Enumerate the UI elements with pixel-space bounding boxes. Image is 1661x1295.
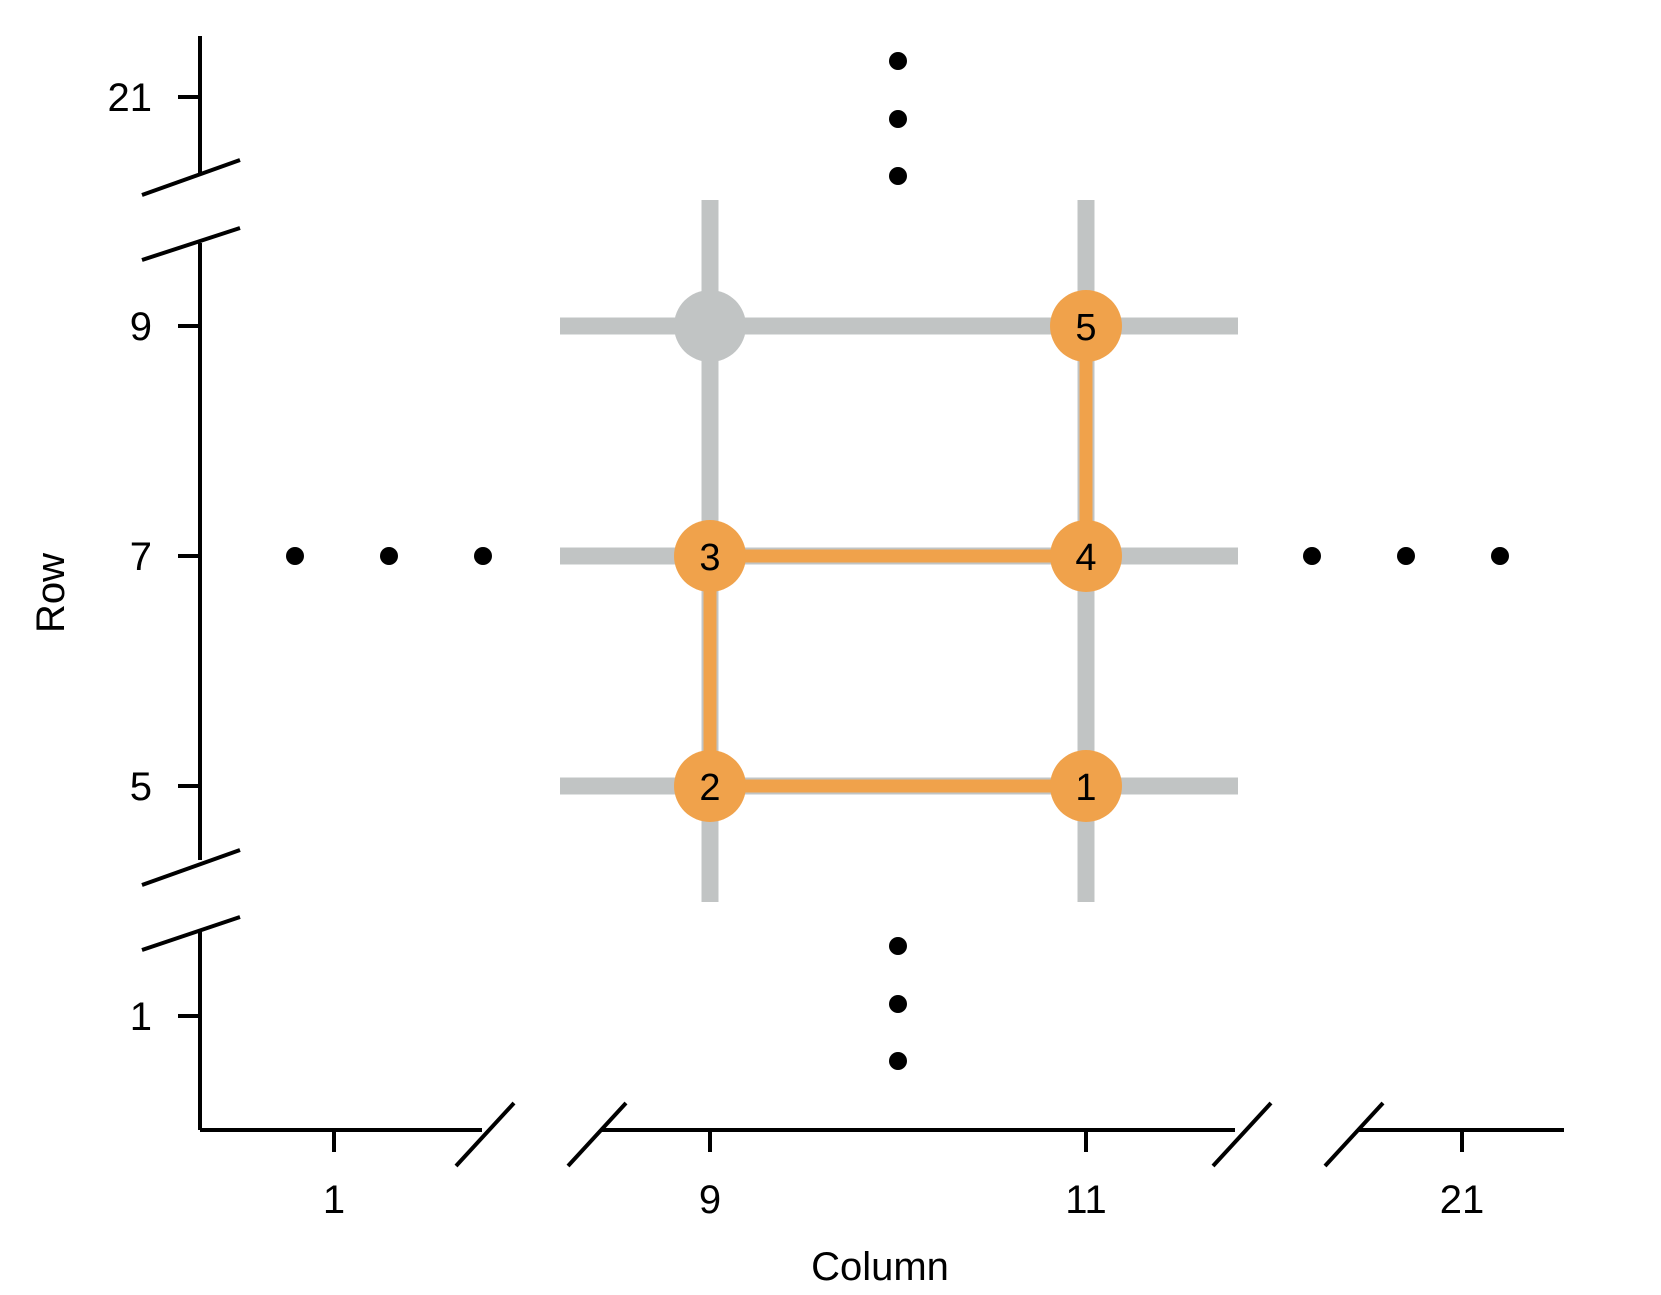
y-tick-label-9: 9 (130, 305, 152, 349)
path-node-5 (1050, 290, 1122, 362)
x-tick-label-11: 11 (1065, 1178, 1107, 1222)
path-node-label-1: 1 (1075, 767, 1096, 809)
path-node-label-5: 5 (1075, 307, 1096, 349)
path-node-3 (674, 520, 746, 592)
path-node-label-3: 3 (699, 537, 720, 579)
ellipsis-dot-left-1 (286, 547, 304, 565)
x-tick-label-9: 9 (699, 1178, 721, 1222)
ellipsis-dot-right-3 (1491, 547, 1509, 565)
x-axis-break-mark-1 (454, 1101, 516, 1168)
ellipsis-dot-right-1 (1303, 547, 1321, 565)
x-tick-label-1: 1 (323, 1178, 345, 1222)
y-tick-label-7: 7 (130, 535, 152, 579)
ellipsis-dot-up-2 (889, 110, 907, 128)
x-axis-break-mark-3 (1211, 1101, 1273, 1168)
x-axis-break-mark-2 (566, 1101, 628, 1168)
path-node-4 (1050, 520, 1122, 592)
path-node-label-4: 4 (1075, 537, 1096, 579)
y-tick-label-1: 1 (130, 995, 152, 1039)
y-axis-break-mark-4 (141, 915, 241, 952)
path-node-label-2: 2 (699, 767, 720, 809)
y-axis-break-mark-2 (141, 226, 241, 262)
x-axis-title: Column (811, 1245, 949, 1289)
y-axis-break-mark-3 (141, 848, 241, 887)
unvisited-node-1 (674, 290, 746, 362)
x-tick-label-21: 21 (1440, 1178, 1485, 1222)
ellipsis-dot-up-1 (889, 52, 907, 70)
y-tick-label-21: 21 (108, 76, 153, 120)
ellipsis-dot-left-2 (380, 547, 398, 565)
ellipsis-dot-up-3 (889, 167, 907, 185)
y-axis-break-mark-1 (141, 158, 241, 197)
ellipsis-dot-right-2 (1397, 547, 1415, 565)
x-axis-break-mark-4 (1323, 1101, 1385, 1168)
ellipsis-dot-down-1 (889, 937, 907, 955)
nodes: 1 2 3 4 5 (674, 290, 1122, 822)
path-node-1 (1050, 750, 1122, 822)
y-axis-title: Row (29, 553, 73, 633)
ellipsis-dot-down-3 (889, 1052, 907, 1070)
path-edges (703, 319, 1093, 793)
ellipsis-dot-down-2 (889, 995, 907, 1013)
y-tick-label-5: 5 (130, 765, 152, 809)
path-node-2 (674, 750, 746, 822)
ellipsis-dot-left-3 (474, 547, 492, 565)
ellipsis-dots (286, 52, 1509, 1070)
